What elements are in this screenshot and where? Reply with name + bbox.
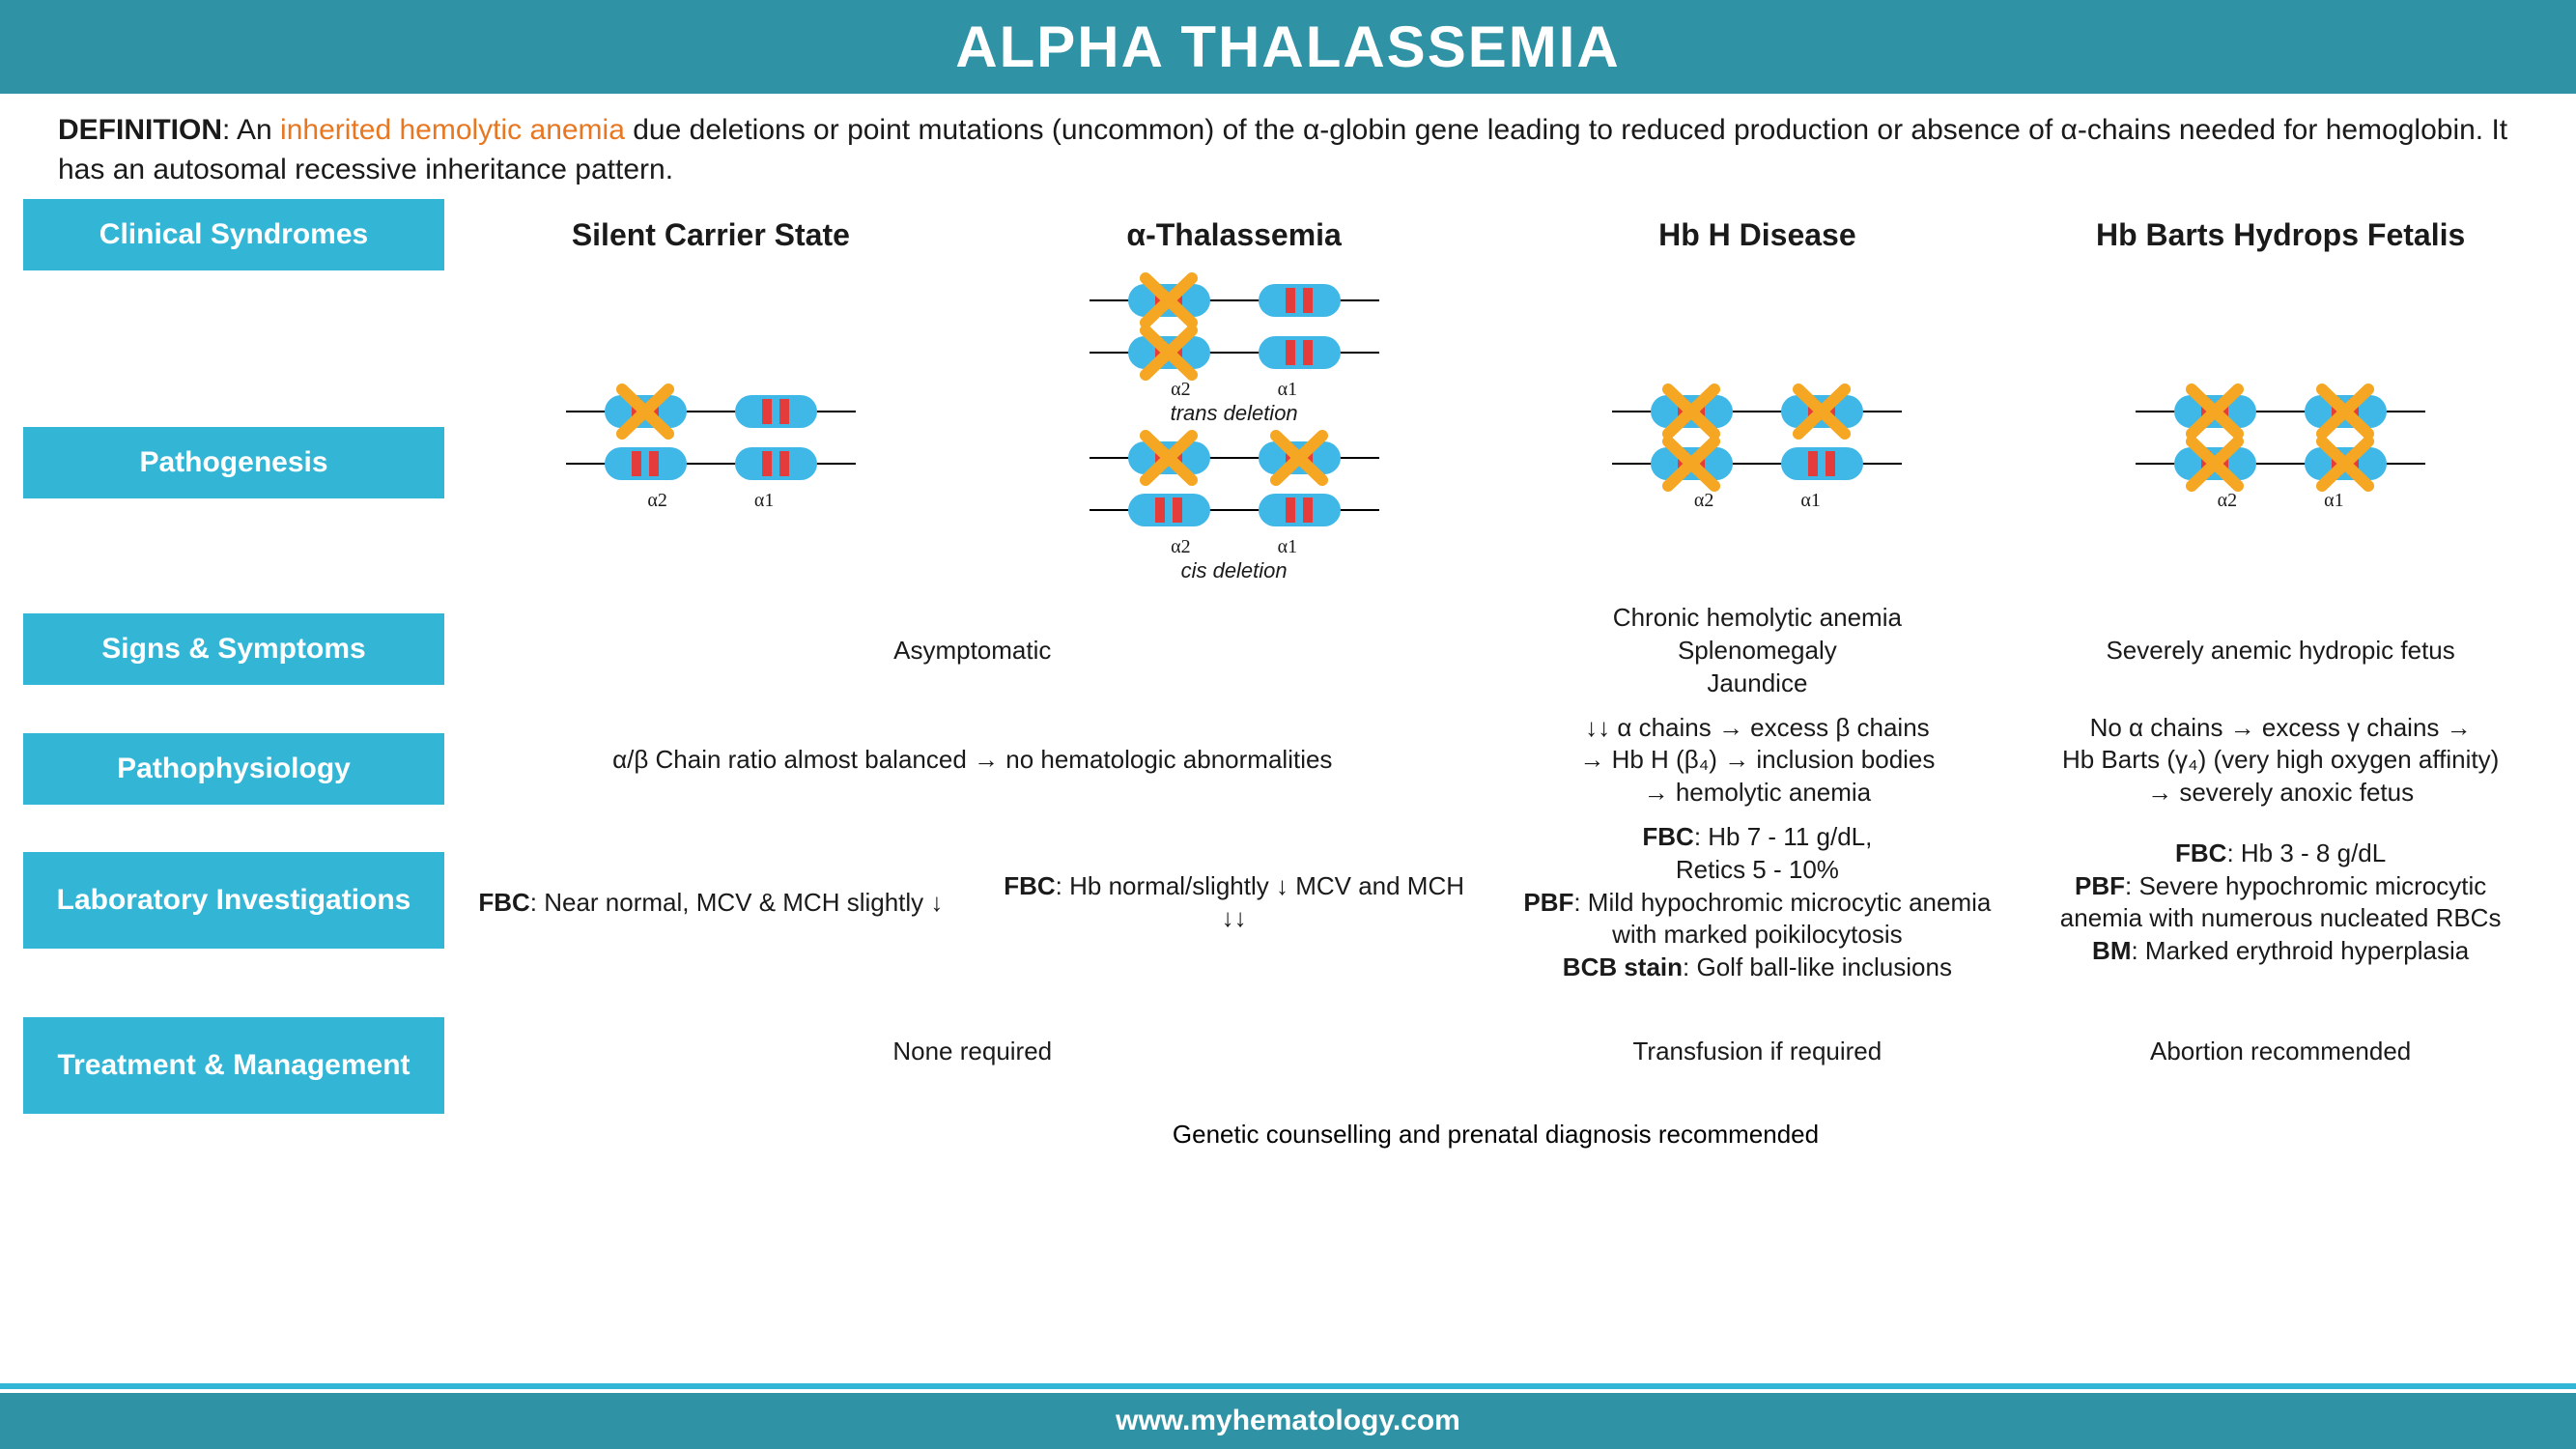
colhead-alpha-thal: α-Thalassemia (977, 199, 1491, 270)
chromosome-line (1090, 328, 1379, 377)
colhead-hb-barts: Hb Barts Hydrops Fetalis (2024, 199, 2537, 270)
chromosome-line (2136, 387, 2425, 436)
footer-url: www.myhematology.com (1116, 1405, 1460, 1436)
chromosome-line (1090, 486, 1379, 534)
rowlabel-signs: Signs & Symptoms (23, 613, 444, 685)
chromosome-line (1612, 440, 1902, 488)
gene-a2 (2174, 395, 2256, 428)
lab-silent-carrier: FBC: Near normal, MCV & MCH slightly ↓ (454, 815, 968, 990)
chromosome-line (1090, 434, 1379, 482)
rowlabel-lab: Laboratory Investigations (23, 852, 444, 949)
gene-a2 (1128, 336, 1210, 369)
gene-diagram (2136, 387, 2425, 488)
gene-a2 (2174, 447, 2256, 480)
chromosome-line (1612, 387, 1902, 436)
lab-hbh: FBC: Hb 7 - 11 g/dL, Retics 5 - 10% PBF:… (1501, 815, 2015, 990)
lab-hb-barts: FBC: Hb 3 - 8 g/dL PBF: Severe hypochrom… (2024, 815, 2537, 990)
trans-deletion-label: trans deletion (1171, 400, 1298, 428)
pathogenesis-hbh: α2 α1 (1501, 270, 2015, 596)
gene-labels: α2 α1 (566, 488, 856, 513)
rowlabel-pathogenesis: Pathogenesis (23, 427, 444, 498)
gene-a2 (1128, 284, 1210, 317)
chromosome-line (566, 387, 856, 436)
gene-a1 (1781, 447, 1863, 480)
gene-a1 (735, 447, 817, 480)
treatment-hbh: Transfusion if required (1501, 990, 2015, 1114)
gene-diagram (566, 387, 856, 488)
gene-a2 (1651, 395, 1733, 428)
treatment-silent-alpha: None required (454, 990, 1491, 1114)
definition-block: DEFINITION: An inherited hemolytic anemi… (0, 94, 2576, 199)
comparison-grid: Clinical Syndromes Silent Carrier State … (0, 199, 2576, 1150)
signs-hbh: Chronic hemolytic anemia Splenomegaly Ja… (1501, 596, 2015, 705)
title-bar: ALPHA THALASSEMIA (0, 0, 2576, 94)
pathogenesis-alpha-thal: α2 α1 trans deletion α2 α1 cis deletion (977, 270, 1491, 596)
gene-a2 (605, 395, 687, 428)
gene-a1 (1259, 336, 1341, 369)
pathophys-silent-alpha: α/β Chain ratio almost balanced → no hem… (454, 706, 1491, 815)
pathophys-hbh: ↓↓ α chains → excess β chains → Hb H (β₄… (1501, 706, 2015, 815)
rowlabel-clinical: Clinical Syndromes (23, 199, 444, 270)
gene-a1 (735, 395, 817, 428)
signs-silent-alpha: Asymptomatic (454, 596, 1491, 705)
chromosome-line (2136, 440, 2425, 488)
treatment-hb-barts: Abortion recommended (2024, 990, 2537, 1114)
gene-a2 (1651, 447, 1733, 480)
lab-alpha-thal: FBC: Hb normal/slightly ↓ MCV and MCH ↓↓ (977, 815, 1491, 990)
gene-a1 (1259, 284, 1341, 317)
definition-label: DEFINITION (58, 114, 222, 146)
cis-deletion-label: cis deletion (1181, 557, 1288, 585)
gene-diagram (1090, 276, 1379, 377)
gene-a1 (2305, 395, 2387, 428)
gene-a2 (605, 447, 687, 480)
colhead-hbh: Hb H Disease (1501, 199, 2015, 270)
gene-labels: α2 α1 (2136, 488, 2425, 513)
gene-a2 (1128, 494, 1210, 526)
gene-labels: α2 α1 (1612, 488, 1902, 513)
treatment-all-note: Genetic counselling and prenatal diagnos… (454, 1114, 2537, 1150)
pathogenesis-hb-barts: α2 α1 (2024, 270, 2537, 596)
rowlabel-treatment: Treatment & Management (23, 1017, 444, 1114)
gene-a1 (1781, 395, 1863, 428)
chromosome-line (1090, 276, 1379, 325)
gene-a1 (1259, 441, 1341, 474)
chromosome-line (566, 440, 856, 488)
rowlabel-pathophys: Pathophysiology (23, 733, 444, 805)
signs-hb-barts: Severely anemic hydropic fetus (2024, 596, 2537, 705)
definition-highlight: inherited hemolytic anemia (280, 114, 625, 146)
gene-diagram (1090, 434, 1379, 534)
pathophys-hb-barts: No α chains → excess γ chains → Hb Barts… (2024, 706, 2537, 815)
gene-a1 (1259, 494, 1341, 526)
gene-a1 (2305, 447, 2387, 480)
definition-pre: : An (222, 114, 280, 146)
gene-a2 (1128, 441, 1210, 474)
footer-rule (0, 1383, 2576, 1389)
colhead-silent-carrier: Silent Carrier State (454, 199, 968, 270)
gene-labels: α2 α1 (1090, 534, 1379, 559)
gene-diagram (1612, 387, 1902, 488)
pathogenesis-silent-carrier: α2 α1 (454, 270, 968, 596)
gene-labels: α2 α1 (1090, 377, 1379, 402)
page-title: ALPHA THALASSEMIA (955, 14, 1620, 79)
footer-bar: www.myhematology.com (0, 1393, 2576, 1449)
